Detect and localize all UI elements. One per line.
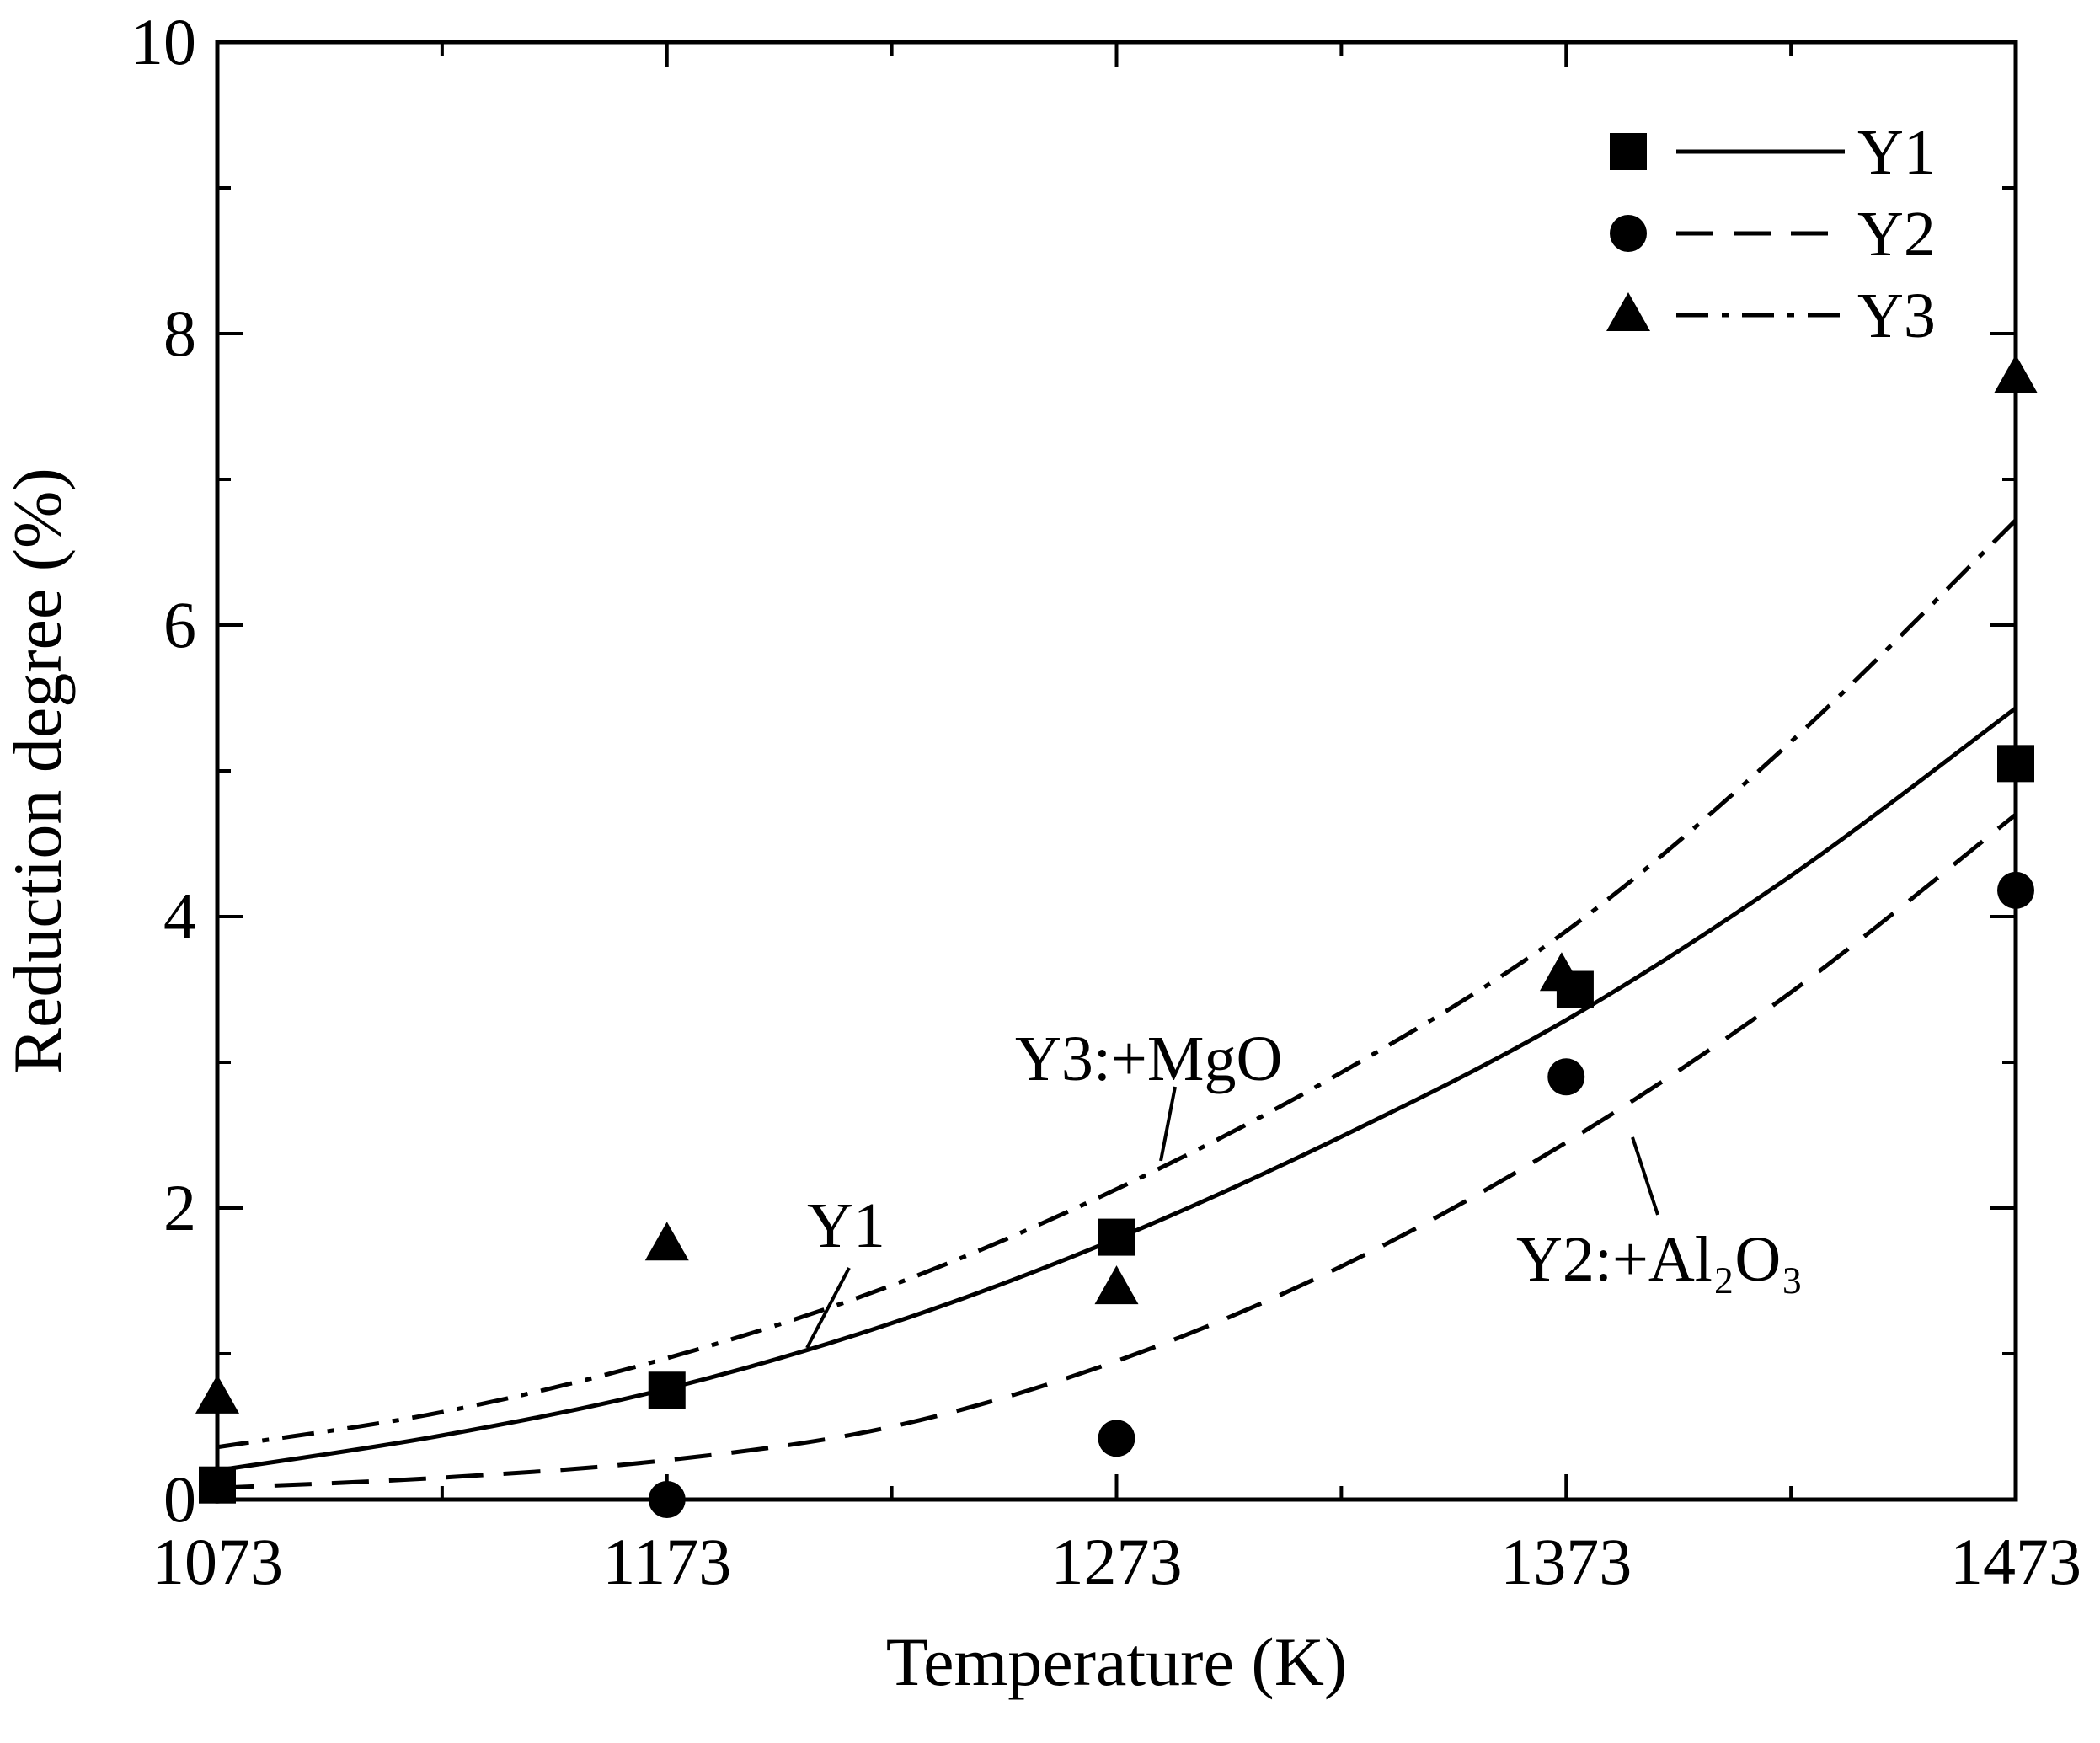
annotation-leader-y2 [1631,1136,1659,1216]
legend-marker-y2 [1610,215,1647,252]
x-tick-label: 1373 [1500,1525,1632,1598]
data-point-y2 [199,1466,236,1504]
data-point-y1 [1098,1218,1135,1256]
fit-curve-y1 [216,706,2017,1473]
data-markers [195,354,2038,1518]
axis-ticks: 1073 1173 1273 1373 1473 0 2 4 6 8 10 [131,5,2081,1598]
x-tick-label: 1173 [602,1525,731,1598]
x-tick-label: 1273 [1051,1525,1183,1598]
annotation-leader-y3 [1159,1086,1177,1162]
data-point-y3 [195,1374,239,1414]
y-tick-label: 4 [163,880,196,953]
legend: Y1 Y2 Y3 [1606,117,1936,351]
legend-label-y1: Y1 [1857,117,1936,188]
legend-label-y2: Y2 [1857,199,1936,270]
data-point-y2 [648,1481,686,1518]
annotation-leader-y1 [805,1267,851,1349]
annotation-y3: Y3:+MgO [1015,1024,1282,1094]
data-point-y2 [1547,1058,1585,1096]
fit-curves [216,518,2017,1490]
legend-marker-y3 [1606,292,1650,331]
fit-curve-y2 [216,812,2017,1490]
x-tick-label: 1473 [1950,1525,2081,1598]
legend-marker-y1 [1610,133,1647,170]
y-tick-label: 8 [163,297,196,370]
data-point-y3 [1539,952,1584,992]
x-tick-label: 1073 [152,1525,283,1598]
y-tick-label: 2 [163,1171,196,1244]
annotation-y2: Y2:+Al₂O₃ [1516,1224,1803,1295]
data-point-y3 [1994,354,2038,393]
data-point-y2 [1098,1420,1135,1457]
legend-label-y3: Y3 [1857,281,1936,351]
data-point-y3 [644,1222,689,1261]
y-tick-label: 6 [163,588,196,661]
annotation-y1: Y1 [807,1190,885,1261]
data-point-y1 [1997,745,2034,783]
data-point-y3 [1094,1265,1139,1305]
x-axis-title: Temperature (K) [886,1623,1347,1700]
data-point-y2 [1997,871,2034,909]
y-axis-title: Reduction degree (%) [0,468,76,1073]
data-point-y1 [648,1371,686,1409]
y-tick-label: 10 [131,5,196,78]
y-tick-label: 0 [163,1462,196,1536]
fit-curve-y3 [216,518,2017,1450]
annotations: Y3:+MgO Y1 Y2:+Al₂O₃ [805,1024,1803,1349]
